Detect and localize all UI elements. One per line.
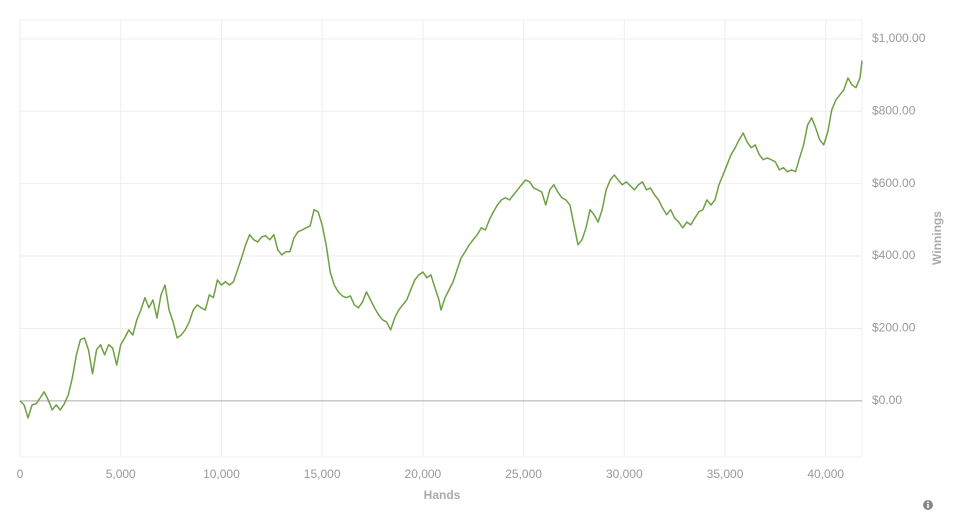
y-tick-label: $400.00 — [872, 248, 916, 262]
x-tick-label: 40,000 — [807, 467, 844, 481]
line — [19, 60, 863, 419]
info-icon[interactable] — [923, 500, 933, 510]
y-tick-label: $200.00 — [872, 321, 916, 335]
x-tick-label: 30,000 — [606, 467, 643, 481]
y-tick-label: $1,000.00 — [872, 31, 926, 45]
x-tick-label: 35,000 — [707, 467, 744, 481]
x-tick-label: 5,000 — [106, 467, 136, 481]
x-tick-label: 20,000 — [405, 467, 442, 481]
x-tick-label: 15,000 — [304, 467, 341, 481]
plot-frame — [19, 19, 863, 458]
y-tick-label: $0.00 — [872, 393, 902, 407]
y-axis-title: Winnings — [930, 211, 944, 265]
x-tick-label: 25,000 — [505, 467, 542, 481]
x-tick-label: 10,000 — [203, 467, 240, 481]
x-axis-title: Hands — [424, 488, 461, 502]
y-tick-label: $600.00 — [872, 176, 916, 190]
y-tick-label: $800.00 — [872, 103, 916, 117]
x-tick-label: 0 — [17, 467, 24, 481]
